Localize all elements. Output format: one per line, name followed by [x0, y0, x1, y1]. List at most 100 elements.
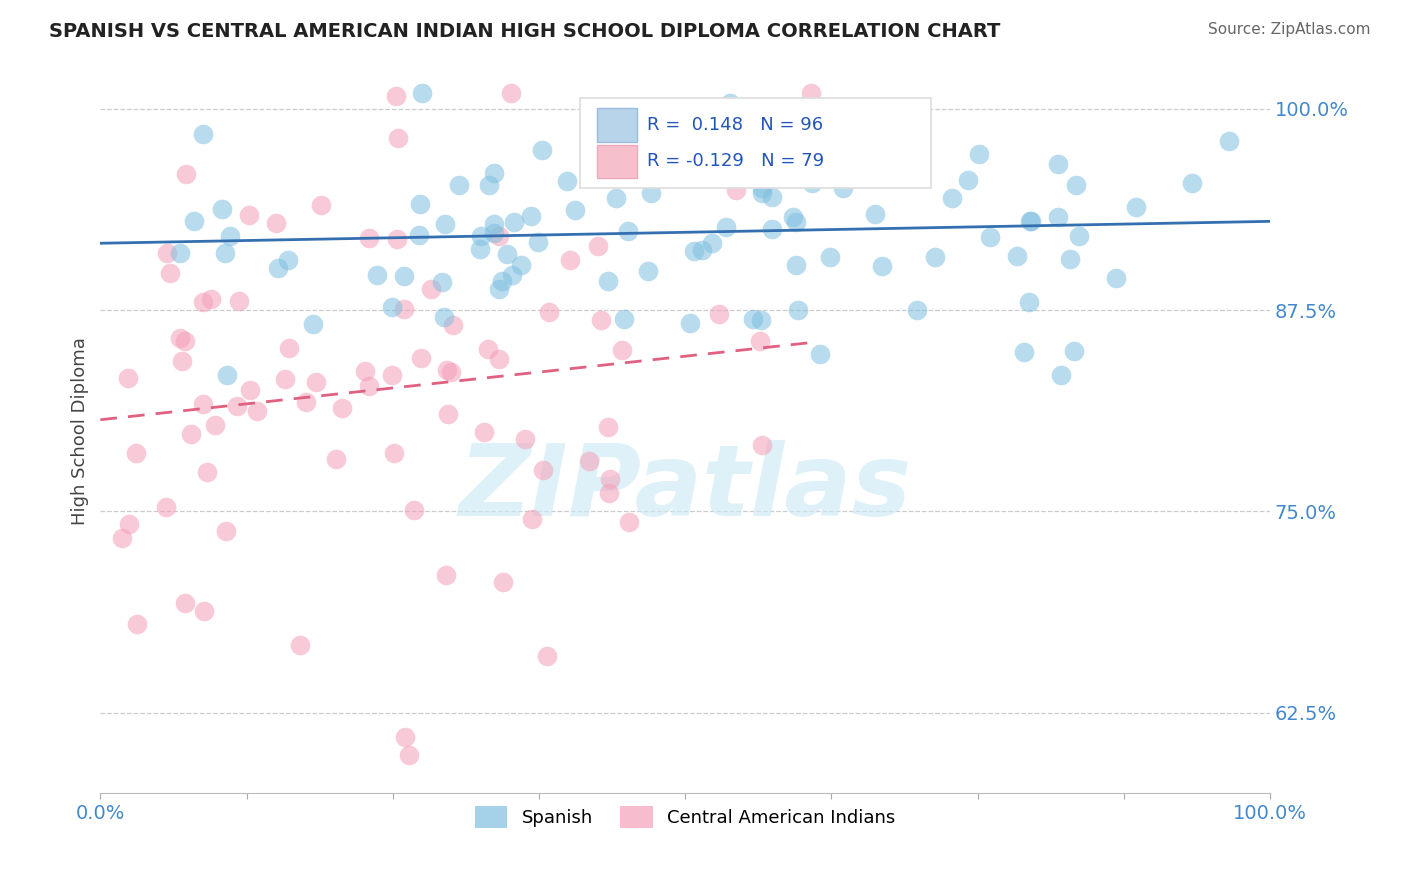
- Point: [441, 318, 464, 332]
- Point: [530, 144, 553, 158]
- Point: [785, 215, 807, 229]
- Point: [420, 282, 443, 296]
- Point: [770, 154, 793, 169]
- Point: [290, 638, 312, 652]
- Point: [967, 147, 990, 161]
- Point: [238, 208, 260, 222]
- Point: [433, 310, 456, 324]
- Point: [742, 312, 765, 326]
- Text: Source: ZipAtlas.com: Source: ZipAtlas.com: [1208, 22, 1371, 37]
- FancyBboxPatch shape: [598, 145, 637, 178]
- Point: [1218, 134, 1240, 148]
- Point: [589, 313, 612, 327]
- Point: [440, 365, 463, 379]
- Point: [195, 465, 218, 479]
- Point: [228, 293, 250, 308]
- Point: [204, 418, 226, 433]
- Point: [979, 230, 1001, 244]
- Point: [1005, 249, 1028, 263]
- Point: [596, 420, 619, 434]
- Point: [226, 399, 249, 413]
- Point: [217, 368, 239, 382]
- Point: [1064, 178, 1087, 193]
- Y-axis label: High School Diploma: High School Diploma: [72, 337, 89, 524]
- Point: [808, 347, 831, 361]
- FancyBboxPatch shape: [579, 97, 931, 188]
- Point: [640, 186, 662, 201]
- Text: ZIPatlas: ZIPatlas: [458, 441, 911, 537]
- Point: [818, 250, 841, 264]
- Point: [536, 648, 558, 663]
- Point: [437, 407, 460, 421]
- Point: [1047, 157, 1070, 171]
- Point: [246, 403, 269, 417]
- Point: [714, 219, 737, 234]
- Point: [1059, 252, 1081, 267]
- Point: [434, 568, 457, 582]
- Point: [510, 258, 533, 272]
- Point: [330, 401, 353, 415]
- Point: [1019, 213, 1042, 227]
- Point: [1181, 176, 1204, 190]
- Point: [513, 432, 536, 446]
- Point: [502, 215, 524, 229]
- Point: [496, 246, 519, 260]
- Point: [558, 253, 581, 268]
- Point: [619, 515, 641, 529]
- Point: [718, 96, 741, 111]
- Point: [174, 167, 197, 181]
- Point: [432, 275, 454, 289]
- Point: [125, 446, 148, 460]
- Point: [482, 217, 505, 231]
- Point: [488, 228, 510, 243]
- Point: [111, 531, 134, 545]
- Point: [387, 131, 409, 145]
- Text: R =  0.148   N = 96: R = 0.148 N = 96: [647, 116, 823, 134]
- Point: [519, 210, 541, 224]
- Point: [411, 86, 433, 100]
- Point: [537, 305, 560, 319]
- Point: [751, 181, 773, 195]
- Point: [1105, 270, 1128, 285]
- Point: [117, 371, 139, 385]
- Point: [409, 351, 432, 365]
- Point: [488, 282, 510, 296]
- Point: [679, 316, 702, 330]
- Point: [664, 147, 686, 161]
- Point: [800, 176, 823, 190]
- Point: [470, 229, 492, 244]
- Point: [302, 318, 325, 332]
- Point: [870, 259, 893, 273]
- Point: [173, 596, 195, 610]
- Point: [689, 166, 711, 180]
- Point: [357, 231, 380, 245]
- Point: [599, 472, 621, 486]
- Point: [610, 343, 633, 357]
- Point: [598, 274, 620, 288]
- Point: [359, 379, 381, 393]
- Point: [482, 226, 505, 240]
- Point: [879, 154, 901, 169]
- Point: [1125, 200, 1147, 214]
- Point: [264, 216, 287, 230]
- Point: [482, 166, 505, 180]
- Point: [724, 183, 747, 197]
- Point: [527, 235, 550, 249]
- Point: [394, 730, 416, 744]
- Legend: Spanish, Central American Indians: Spanish, Central American Indians: [468, 798, 903, 835]
- Point: [782, 210, 804, 224]
- Point: [886, 169, 908, 184]
- Point: [354, 364, 377, 378]
- Point: [520, 511, 543, 525]
- Point: [693, 117, 716, 131]
- Point: [700, 235, 723, 250]
- Point: [477, 342, 499, 356]
- Point: [832, 181, 855, 195]
- Point: [433, 217, 456, 231]
- Point: [865, 206, 887, 220]
- Point: [800, 86, 823, 100]
- Point: [586, 238, 609, 252]
- Point: [381, 368, 404, 383]
- Point: [501, 86, 523, 100]
- Point: [564, 202, 586, 217]
